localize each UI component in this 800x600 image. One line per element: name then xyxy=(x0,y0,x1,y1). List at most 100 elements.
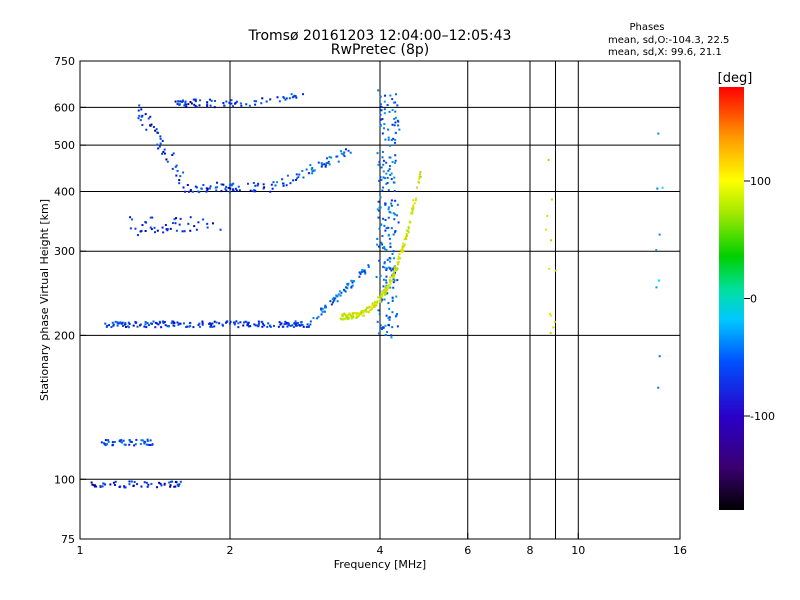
data-point xyxy=(389,267,392,270)
data-point xyxy=(386,176,389,179)
data-point xyxy=(249,189,252,192)
data-point xyxy=(320,165,323,168)
data-point xyxy=(385,227,388,230)
data-point xyxy=(187,190,190,193)
data-point xyxy=(107,439,110,442)
data-point xyxy=(201,322,204,325)
data-point xyxy=(335,155,338,158)
data-point xyxy=(341,314,344,317)
data-point xyxy=(112,481,115,484)
data-point xyxy=(160,326,163,329)
data-point xyxy=(387,136,390,139)
data-point xyxy=(397,261,400,264)
data-point xyxy=(262,187,265,190)
data-point xyxy=(398,128,401,131)
data-point xyxy=(181,100,184,103)
data-point xyxy=(161,152,164,155)
data-point xyxy=(362,314,365,317)
data-point xyxy=(394,141,397,144)
data-point xyxy=(380,326,383,329)
data-point xyxy=(265,100,268,103)
data-point xyxy=(381,295,384,298)
colorbar-label: [deg] xyxy=(718,71,753,86)
data-point xyxy=(364,308,367,311)
data-point xyxy=(377,89,380,92)
data-point xyxy=(378,259,381,262)
data-point xyxy=(302,176,305,179)
data-point xyxy=(261,325,264,328)
data-point xyxy=(104,444,107,447)
data-point xyxy=(121,321,124,324)
data-point xyxy=(281,182,284,185)
data-point xyxy=(91,483,94,486)
data-point xyxy=(383,100,386,103)
data-point xyxy=(246,321,249,324)
data-point xyxy=(282,184,285,187)
data-point xyxy=(384,203,387,206)
data-point xyxy=(144,441,147,444)
data-point xyxy=(392,233,395,236)
data-point xyxy=(214,186,217,189)
data-point xyxy=(341,313,344,316)
data-point xyxy=(285,322,288,325)
data-point xyxy=(169,227,172,230)
data-point xyxy=(316,317,319,320)
data-point xyxy=(337,160,340,163)
data-point xyxy=(146,485,149,488)
data-point xyxy=(140,439,143,442)
data-point xyxy=(185,105,188,108)
data-point xyxy=(278,321,281,324)
data-point xyxy=(550,198,553,201)
data-point xyxy=(344,290,347,293)
data-point xyxy=(358,271,361,274)
data-point xyxy=(384,293,387,296)
data-point xyxy=(324,164,327,167)
data-point xyxy=(384,324,387,327)
data-point xyxy=(269,98,272,101)
data-point xyxy=(391,252,394,255)
data-point xyxy=(144,321,147,324)
data-point xyxy=(382,176,385,179)
colorbar: [deg] 100 0 -100 xyxy=(718,71,775,510)
data-point xyxy=(295,324,298,327)
data-point xyxy=(327,162,330,165)
data-point xyxy=(418,173,421,176)
stats-heading: Phases xyxy=(629,22,664,33)
data-point xyxy=(412,199,415,202)
data-point xyxy=(393,257,396,260)
data-point xyxy=(379,113,382,116)
data-point xyxy=(155,128,158,131)
data-point xyxy=(393,270,396,273)
data-point xyxy=(393,273,396,276)
data-point xyxy=(157,147,160,150)
data-point xyxy=(385,285,388,288)
data-point xyxy=(211,326,214,329)
data-point xyxy=(294,320,297,323)
data-point xyxy=(326,157,329,160)
data-point xyxy=(407,231,410,234)
data-point xyxy=(312,317,315,320)
data-point xyxy=(286,322,289,325)
data-point xyxy=(116,322,119,325)
data-point xyxy=(389,242,392,245)
data-point xyxy=(334,297,337,300)
data-point xyxy=(414,199,417,202)
data-point xyxy=(381,326,384,329)
data-point xyxy=(381,292,384,295)
data-point xyxy=(222,101,225,104)
data-point xyxy=(145,128,148,131)
colorbar-tick-label: 0 xyxy=(750,293,757,306)
data-point xyxy=(390,334,393,337)
data-point xyxy=(182,322,185,325)
data-point xyxy=(347,282,350,285)
data-point xyxy=(393,181,396,184)
data-point xyxy=(257,322,260,325)
data-point xyxy=(162,322,165,325)
data-point xyxy=(381,189,384,192)
data-point xyxy=(145,221,148,224)
data-point xyxy=(310,168,313,171)
data-point xyxy=(159,321,162,324)
data-point xyxy=(168,481,171,484)
x-tick-label: 10 xyxy=(571,544,585,557)
data-point xyxy=(214,99,217,102)
